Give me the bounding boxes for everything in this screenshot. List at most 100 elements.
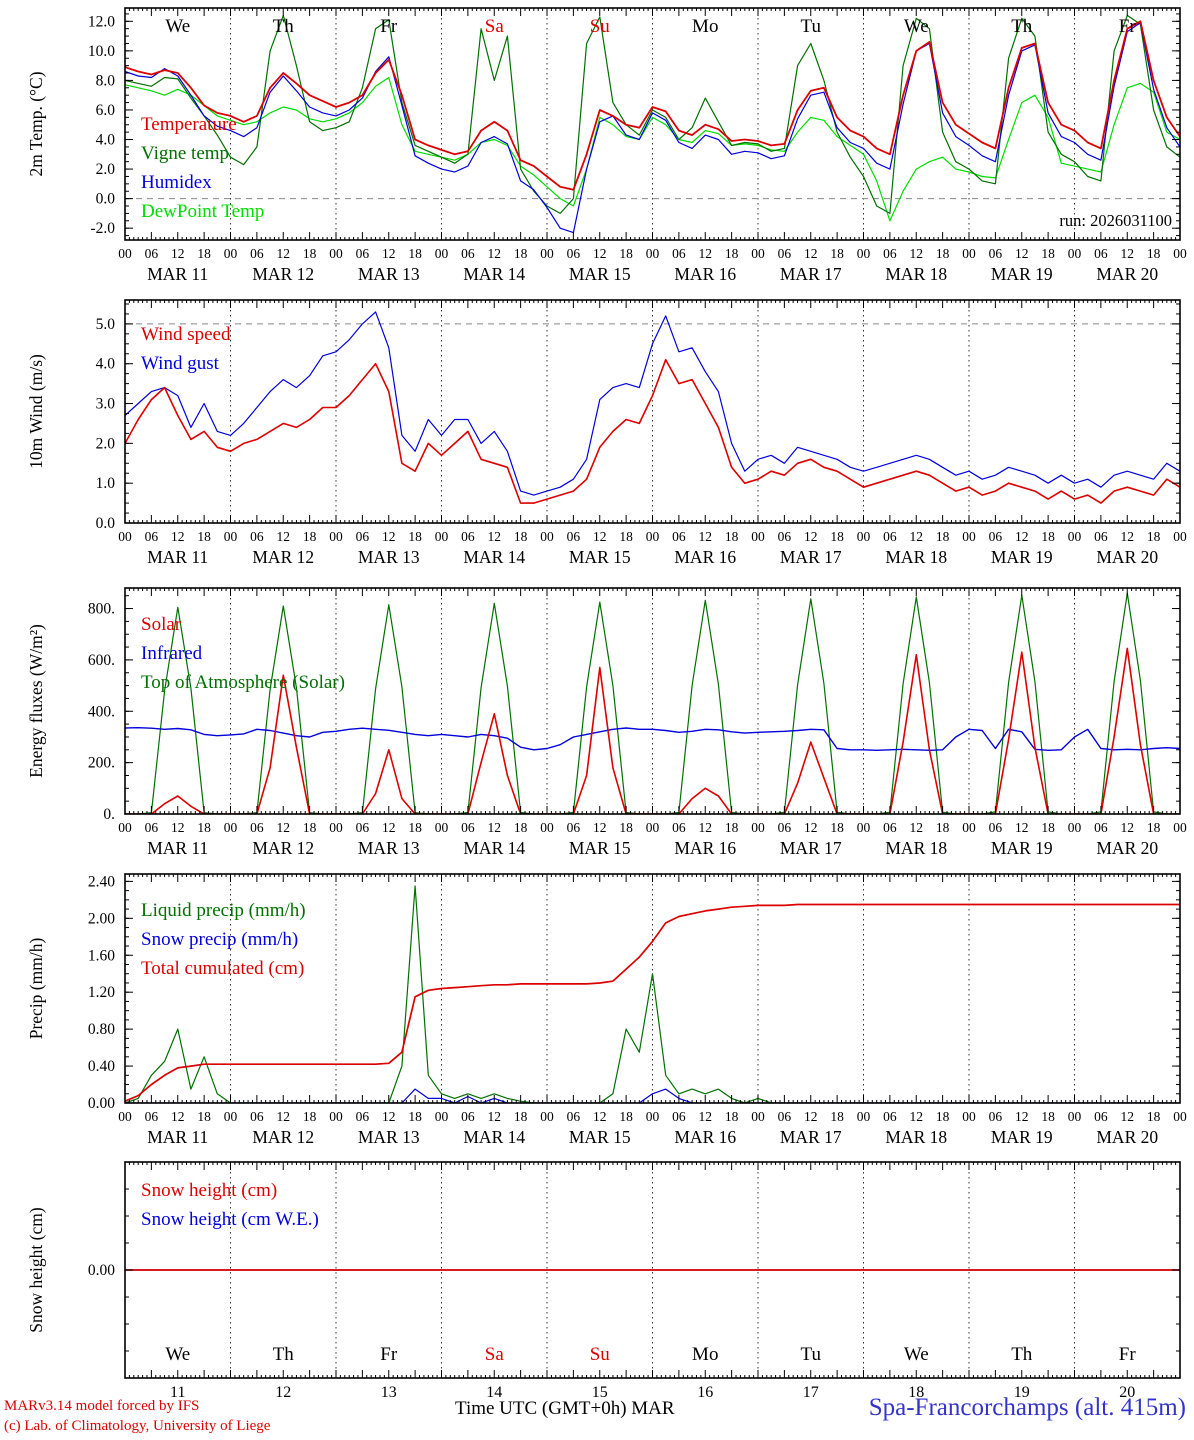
- legend-wind-1: Wind gust: [141, 353, 220, 374]
- hour-label: 00: [1068, 820, 1082, 835]
- date-label: MAR 18: [885, 547, 947, 567]
- hour-label: 00: [962, 820, 976, 835]
- hour-label: 06: [145, 1109, 159, 1124]
- hour-label: 06: [883, 246, 897, 261]
- weekday-labels-bottom: We Th Fr Sa Su Mo Tu We Th Fr: [165, 1344, 1136, 1365]
- date-label: MAR 19: [991, 838, 1053, 858]
- day-gridlines: [230, 588, 1075, 814]
- hour-label: 06: [989, 1109, 1003, 1124]
- hour-label: 06: [356, 820, 370, 835]
- legend-temp-2: Humidex: [141, 172, 212, 193]
- weekday-label: Su: [590, 1344, 611, 1365]
- legend-energy-1: Infrared: [141, 643, 203, 664]
- hour-label: 06: [567, 820, 581, 835]
- y-tick-label: 1.60: [88, 947, 115, 964]
- hour-label: 12: [382, 820, 396, 835]
- hour-label: 00: [118, 246, 132, 261]
- hour-label: 18: [1147, 246, 1161, 261]
- hour-label: 06: [989, 820, 1003, 835]
- hour-labels: 00 06 12 18 00 06 12 18 00 06 12 18 00 06 12 18 00 06 12 18…: [118, 820, 1187, 835]
- hour-label: 06: [989, 246, 1003, 261]
- hour-label: 00: [857, 820, 871, 835]
- hour-label: 00: [540, 1109, 554, 1124]
- series-group: [125, 14, 1180, 234]
- hour-label: 06: [672, 1109, 686, 1124]
- hour-label: 06: [145, 529, 159, 544]
- date-label: MAR 13: [358, 1127, 420, 1147]
- hour-label: 18: [1147, 820, 1161, 835]
- y-tick-labels: 12.0 10.0 8.0 6.0 4.0 2.0 0.0 -2.0: [88, 13, 115, 237]
- solar-line: [125, 647, 1180, 814]
- hour-label: 18: [514, 1109, 528, 1124]
- day-number: 18: [908, 1384, 924, 1401]
- hour-label: 12: [910, 529, 924, 544]
- legend-precip-0: Liquid precip (mm/h): [141, 900, 306, 921]
- hour-label: 18: [936, 820, 950, 835]
- legend: Snow height (cm) Snow height (cm W.E.): [141, 1180, 319, 1230]
- model-credit-line1: MARv3.14 model forced by IFS: [4, 1398, 200, 1414]
- hour-label: 00: [1068, 529, 1082, 544]
- weekday-label: Fr: [1119, 16, 1137, 37]
- date-label: MAR 18: [885, 838, 947, 858]
- hour-labels: 00 06 12 18 00 06 12 18 00 06 12 18 00 06 12 18 00 06 12 18…: [118, 1109, 1187, 1124]
- day-gridlines: [125, 300, 1180, 523]
- date-label: MAR 16: [674, 1127, 736, 1147]
- date-label: MAR 17: [780, 1127, 842, 1147]
- hour-label: 00: [857, 529, 871, 544]
- hour-label: 00: [646, 246, 660, 261]
- weekday-label: Th: [273, 16, 295, 37]
- day-number: 14: [486, 1384, 502, 1401]
- date-label: MAR 20: [1096, 264, 1158, 284]
- date-label: MAR 11: [147, 547, 208, 567]
- hour-label: 18: [1041, 820, 1055, 835]
- legend-precip-1: Snow precip (mm/h): [141, 929, 298, 950]
- date-label: MAR 17: [780, 547, 842, 567]
- hour-label: 06: [145, 246, 159, 261]
- hour-label: 06: [145, 820, 159, 835]
- day-gridlines: [230, 874, 1075, 1103]
- hour-label: 12: [1121, 246, 1135, 261]
- panel-temp: 12.0 10.0 8.0 6.0 4.0 2.0 0.0 -2.0 2m Temp. (°C)…: [26, 7, 1187, 284]
- hour-label: 06: [461, 820, 475, 835]
- hour-label: 12: [382, 529, 396, 544]
- hour-label: 06: [461, 529, 475, 544]
- date-label: MAR 19: [991, 547, 1053, 567]
- hour-label: 18: [830, 1109, 844, 1124]
- date-label: MAR 19: [991, 264, 1053, 284]
- hour-label: 12: [910, 820, 924, 835]
- wind-gust-line: [125, 311, 1180, 496]
- y-ticks: [125, 13, 1180, 237]
- day-number: 12: [275, 1384, 291, 1401]
- y-tick-label: 6.0: [96, 102, 116, 119]
- hour-label: 18: [408, 246, 422, 261]
- panel-precip: 2.40 2.00 1.60 1.20 0.80 0.40 0.00 Precip (mm/h…: [26, 873, 1187, 1147]
- day-number: 16: [697, 1384, 713, 1401]
- hour-label: 00: [857, 1109, 871, 1124]
- snow-precip-line: [125, 1088, 1180, 1103]
- hour-label: 18: [619, 529, 633, 544]
- weekday-label: Sa: [485, 1344, 505, 1365]
- date-label: MAR 12: [252, 838, 314, 858]
- hour-label: 06: [883, 1109, 897, 1124]
- y-tick-label: 2.0: [96, 161, 116, 178]
- hour-label: 18: [514, 820, 528, 835]
- hour-label: 00: [435, 1109, 449, 1124]
- panel-border: [124, 587, 1181, 815]
- hour-label: 18: [830, 820, 844, 835]
- hour-label: 18: [514, 529, 528, 544]
- y-tick-label: 0.00: [88, 1262, 115, 1279]
- hour-label: 12: [699, 246, 713, 261]
- date-label: MAR 20: [1096, 1127, 1158, 1147]
- x-ticks: [124, 1162, 1181, 1378]
- y-tick-label: 0.00: [88, 1095, 115, 1112]
- hour-label: 00: [1068, 1109, 1082, 1124]
- date-label: MAR 16: [674, 264, 736, 284]
- hour-label: 06: [461, 1109, 475, 1124]
- y-ticks: [125, 595, 1180, 815]
- date-label: MAR 15: [569, 838, 631, 858]
- panel-energy: 800. 600. 400. 200. 0. Energy fluxes (W/m²) 00…: [26, 587, 1187, 858]
- date-label: MAR 12: [252, 1127, 314, 1147]
- hour-label: 00: [540, 529, 554, 544]
- date-label: MAR 13: [358, 264, 420, 284]
